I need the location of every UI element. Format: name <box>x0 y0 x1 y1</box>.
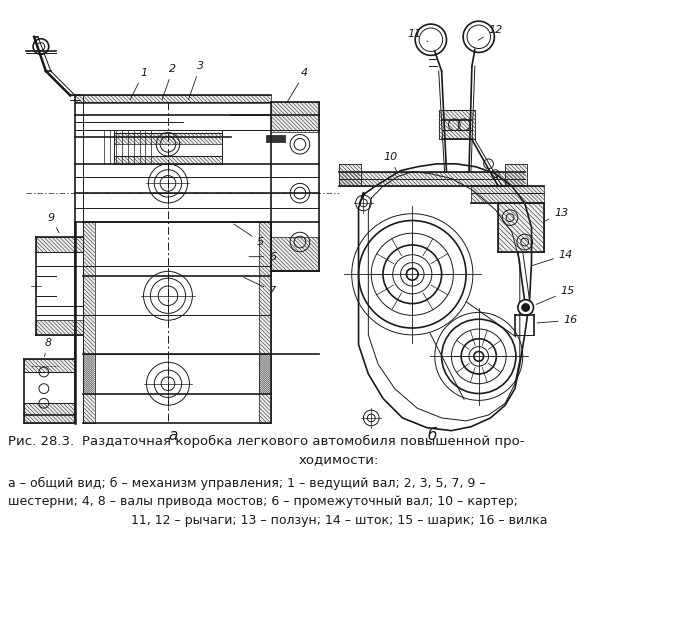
Text: б: б <box>427 428 437 442</box>
Text: 16: 16 <box>537 315 578 325</box>
Bar <box>259 354 271 423</box>
Bar <box>24 359 75 372</box>
Text: 14: 14 <box>532 250 573 266</box>
Text: 12: 12 <box>478 25 503 40</box>
Bar <box>114 133 222 144</box>
Text: 2: 2 <box>162 64 176 99</box>
Bar <box>271 237 319 271</box>
Text: а: а <box>168 428 178 442</box>
Bar <box>471 186 544 203</box>
Bar <box>271 102 319 132</box>
Text: 11, 12 – рычаги; 13 – ползун; 14 – шток; 15 – шарик; 16 – вилка: 11, 12 – рычаги; 13 – ползун; 14 – шток;… <box>131 514 547 527</box>
Bar <box>505 164 527 186</box>
Text: Рис. 28.3.: Рис. 28.3. <box>8 435 74 448</box>
Text: 11: 11 <box>407 29 428 41</box>
Text: шестерни; 4, 8 – валы привода мостов; 6 – промежуточный вал; 10 – картер;: шестерни; 4, 8 – валы привода мостов; 6 … <box>8 496 518 509</box>
Text: а – общий вид; б – механизм управления; 1 – ведущий вал; 2, 3, 5, 7, 9 –: а – общий вид; б – механизм управления; … <box>8 476 485 489</box>
Bar <box>114 156 222 164</box>
Bar <box>439 110 475 140</box>
Text: ходимости:: ходимости: <box>299 453 379 466</box>
Text: 4: 4 <box>287 68 308 103</box>
Text: 3: 3 <box>188 61 204 99</box>
Text: 13: 13 <box>544 208 568 221</box>
Text: 5: 5 <box>234 224 264 247</box>
Bar <box>36 237 83 252</box>
Text: 1: 1 <box>130 68 147 99</box>
Bar <box>498 203 544 252</box>
Circle shape <box>522 303 530 311</box>
Bar <box>339 164 361 186</box>
Bar <box>83 222 95 394</box>
Text: Раздаточная коробка легкового автомобиля повышенной про-: Раздаточная коробка легкового автомобиля… <box>82 435 525 448</box>
Bar <box>36 320 83 335</box>
Circle shape <box>518 300 534 315</box>
Bar <box>266 135 285 142</box>
Text: 6: 6 <box>249 252 276 261</box>
Text: 10: 10 <box>383 152 397 171</box>
Bar <box>439 110 475 140</box>
Bar <box>505 164 527 186</box>
Text: 15: 15 <box>536 286 575 305</box>
Bar <box>75 95 271 103</box>
Bar <box>83 354 95 423</box>
Bar <box>259 222 271 394</box>
Text: 7: 7 <box>244 277 276 296</box>
Text: 9: 9 <box>47 213 59 233</box>
Bar <box>24 404 75 423</box>
Text: 8: 8 <box>44 337 52 357</box>
Bar <box>339 164 361 186</box>
Bar <box>339 172 525 186</box>
